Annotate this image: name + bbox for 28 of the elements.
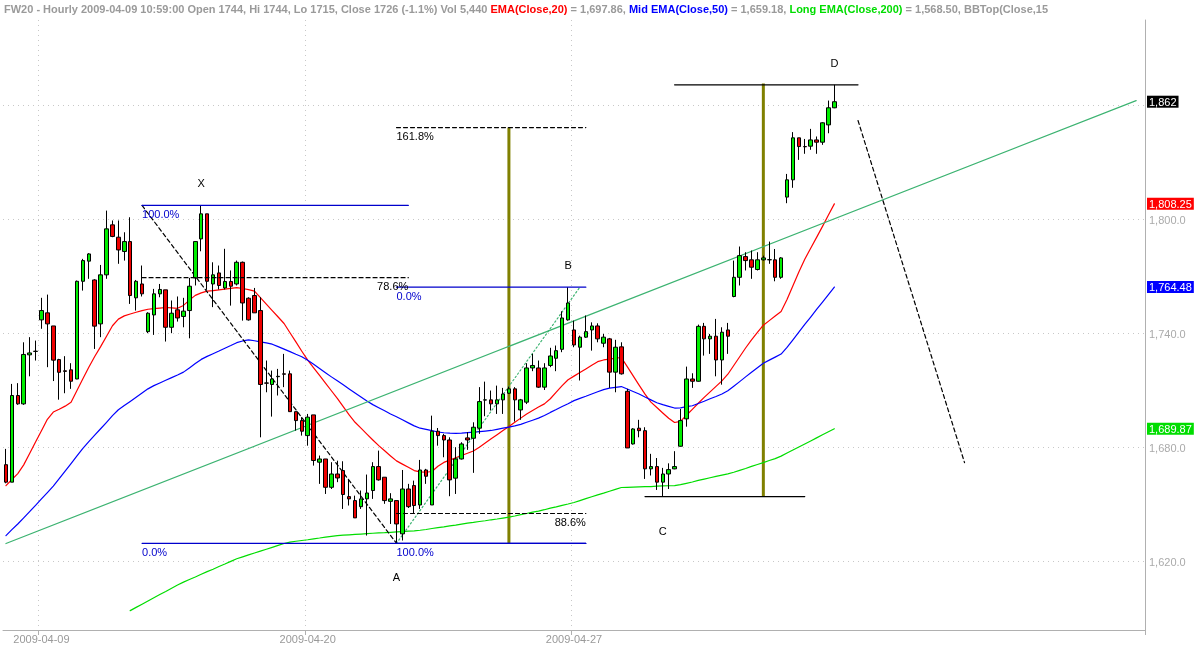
text: 1,862 [1149,95,1177,108]
y-tick-label: 1,620.0 [1149,555,1186,568]
text: EMA(Close,20) [490,2,568,15]
text: = 1,568.50, BBTop(Close,15 [902,2,1049,15]
annotation: C [658,524,667,537]
text: = 1,659.18, [727,2,787,15]
y-tick-label: 1,740.0 [1149,327,1186,340]
x-tick-label: 2009-04-20 [279,632,336,645]
annotation: X [197,177,206,190]
text: 1,689.87 [1149,422,1192,435]
annotation: D [830,56,839,69]
text: = 1,697.86, [567,2,626,15]
x-tick-label: 2009-04-27 [545,632,603,645]
text: Long EMA(Close,200) [789,2,903,15]
series-label: 100.0% [396,545,435,558]
x-tick-label: 2009-04-09 [13,632,70,645]
text: 1,764.48 [1149,281,1192,294]
annotation: B [564,259,572,272]
series-label: 100.0% [142,207,180,220]
y-tick-label: 1,680.0 [1149,441,1186,454]
y-tick-label: 1,800.0 [1149,213,1186,226]
annotation: A [392,571,401,584]
text: 1,808.25 [1149,197,1192,210]
series-label: 88.6% [554,516,587,529]
series-label: 0.0% [142,545,168,558]
text: Mid EMA(Close,50) [628,2,729,15]
series-label: 161.8% [396,130,435,143]
chart-title: FW20 - Hourly 2009-04-09 10:59:00 Open 1744, Hi 1744, Lo 1715, Close 1726 (-1.1%) Vol 5,440 [4,2,488,15]
